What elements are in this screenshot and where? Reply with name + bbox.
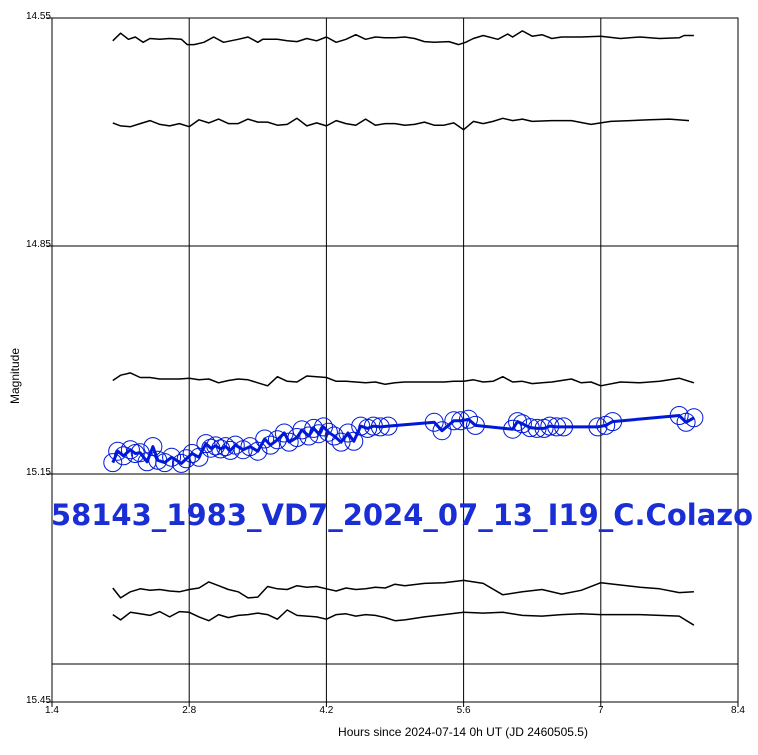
target-point	[103, 453, 123, 473]
target-point	[255, 429, 275, 449]
y-axis-label: Magnitude	[8, 348, 22, 404]
overlay-label: 58143_1983_VD7_2024_07_13_I19_C.Colazo	[51, 498, 753, 532]
target-point	[114, 446, 133, 466]
target-point	[603, 412, 623, 432]
target-point	[201, 438, 221, 458]
target-point	[554, 417, 574, 437]
target-point	[508, 412, 527, 432]
y-axis-ticks: 14.55 14.85 15.15 15.45	[26, 11, 52, 706]
plot-area	[51, 17, 739, 703]
target-point	[451, 411, 471, 431]
x-tick-label: 5.6	[457, 705, 471, 716]
target-point	[267, 430, 287, 450]
target-point	[324, 426, 344, 446]
target-point	[527, 418, 547, 438]
comparison-line-3	[112, 372, 695, 387]
comparison-line-2	[112, 117, 690, 131]
target-point	[261, 435, 280, 455]
y-tick-label: 14.85	[26, 239, 51, 250]
target-point	[540, 416, 560, 436]
target-point	[351, 416, 371, 436]
x-tick-label: 7	[598, 705, 604, 716]
target-point	[120, 440, 140, 460]
x-axis-label: Hours since 2024-07-14 0h UT (JD 2460505…	[338, 725, 588, 739]
target-point	[211, 439, 231, 459]
target-point	[363, 416, 383, 436]
x-tick-label: 4.2	[319, 705, 333, 716]
target-point	[248, 441, 268, 461]
x-tick-label: 8.4	[731, 705, 745, 716]
target-point	[148, 450, 168, 470]
target-point	[206, 436, 226, 456]
comparison-line-4	[112, 579, 694, 599]
target-point	[378, 416, 398, 436]
y-tick-label: 15.45	[26, 695, 51, 706]
target-point	[432, 421, 452, 441]
target-point	[424, 412, 444, 432]
target-point	[465, 415, 485, 435]
target-point	[459, 409, 478, 429]
target-point	[520, 418, 540, 438]
target-point	[370, 417, 390, 437]
target-point	[547, 417, 567, 437]
y-tick-label: 15.15	[26, 467, 51, 478]
target-point	[176, 449, 196, 469]
target-point	[171, 453, 191, 473]
x-tick-label: 1.4	[45, 705, 59, 716]
grid-lines	[52, 18, 738, 702]
target-point	[143, 437, 163, 457]
y-tick-label: 14.55	[26, 11, 51, 22]
target-point	[162, 447, 182, 467]
x-axis-ticks: 1.4 2.8 4.2 5.6 7 8.4	[45, 702, 745, 716]
comparison-star-series	[112, 30, 695, 626]
target-series	[103, 406, 704, 473]
comparison-line-1	[112, 30, 694, 46]
x-tick-label: 2.8	[182, 705, 196, 716]
target-point	[318, 422, 338, 442]
target-point	[684, 408, 704, 428]
target-point	[155, 453, 175, 473]
target-point	[304, 418, 324, 438]
target-point	[189, 447, 209, 467]
target-point	[196, 434, 216, 454]
target-point	[669, 406, 689, 425]
target-point	[220, 440, 240, 460]
target-point	[444, 411, 464, 431]
target-point	[588, 417, 608, 437]
target-point	[309, 424, 329, 444]
comparison-line-5	[112, 609, 695, 626]
